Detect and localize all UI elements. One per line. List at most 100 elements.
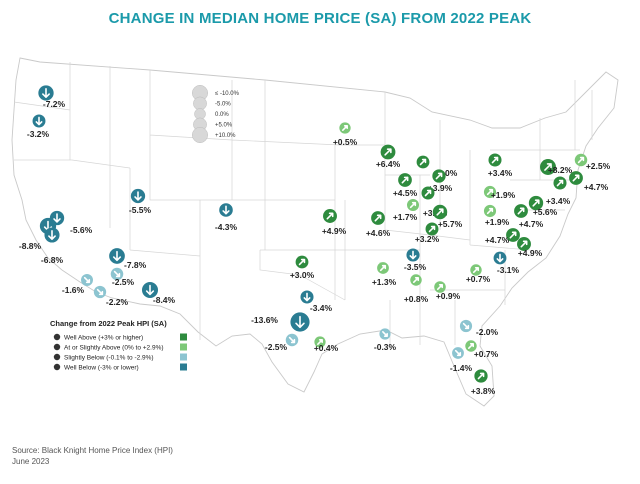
market-value-label: -5.5%: [129, 205, 152, 215]
market-marker: -1.4%: [450, 347, 473, 373]
market-marker: +3.9%: [428, 169, 453, 193]
market-value-label: -6.8%: [41, 255, 64, 265]
market-value-label: +3.4%: [488, 168, 513, 178]
size-legend-circle: [192, 127, 208, 143]
arrow-icon: [48, 230, 56, 240]
arrow-icon: [409, 201, 417, 209]
market-value-label: -7.2%: [43, 99, 66, 109]
arrow-icon: [462, 322, 470, 330]
arrow-icon: [486, 188, 494, 196]
market-value-label: +0.7%: [466, 274, 491, 284]
market-value-label: -3.5%: [404, 262, 427, 272]
market-value-label: +0.5%: [333, 137, 358, 147]
market-value-label: +1.3%: [372, 277, 397, 287]
market-marker: -6.8%: [41, 227, 64, 265]
arrow-icon: [412, 276, 420, 284]
arrow-icon: [473, 267, 479, 273]
size-legend-label: -5.0%: [215, 102, 231, 108]
market-marker: -13.6%: [251, 312, 310, 332]
arrow-icon: [409, 250, 417, 260]
arrow-icon: [572, 174, 580, 182]
legend-item: Slightly Below (-0.1% to -2.9%): [53, 353, 187, 361]
arrow-icon: [428, 225, 436, 233]
market-marker: +4.7%: [569, 171, 609, 192]
market-value-label: +3.2%: [415, 234, 440, 244]
legend-item-label: Slightly Below (-0.1% to -2.9%): [64, 354, 154, 361]
market-value-label: -8.4%: [153, 295, 176, 305]
market-marker: +3.0%: [416, 155, 458, 178]
market-value-label: +5.7%: [438, 219, 463, 229]
arrow-icon: [419, 158, 427, 166]
arrow-icon: [436, 208, 444, 216]
arrow-icon: [468, 343, 474, 349]
market-marker: +3.0%: [290, 255, 315, 280]
market-marker: +1.9%: [483, 185, 516, 200]
market-value-label: +5.6%: [533, 207, 558, 217]
market-value-label: +1.9%: [491, 190, 516, 200]
arrow-icon: [295, 315, 305, 329]
market-marker: +6.4%: [376, 144, 401, 169]
market-value-label: -4.3%: [215, 222, 238, 232]
arrow-icon: [83, 276, 91, 284]
legend-swatch: [180, 353, 187, 361]
market-marker: -3.1%: [493, 251, 520, 275]
market-value-label: -3.1%: [497, 265, 520, 275]
market-value-label: -13.6%: [251, 315, 278, 325]
market-value-label: +3.4%: [546, 196, 571, 206]
source-note: Source: Black Knight Home Price Index (H…: [12, 445, 173, 467]
market-marker: +4.9%: [322, 209, 347, 236]
market-marker: -4.3%: [215, 203, 238, 232]
arrow-icon: [556, 179, 564, 187]
arrow-icon: [544, 163, 552, 171]
arrow-icon: [53, 213, 61, 223]
market-value-label: +4.7%: [485, 235, 510, 245]
market-value-label: -8.8%: [19, 241, 42, 251]
legend-arrow-icon: [53, 363, 61, 371]
market-marker: -1.6%: [62, 274, 93, 295]
market-marker: -3.5%: [404, 248, 427, 272]
market-value-label: +4.7%: [584, 182, 609, 192]
market-marker: +4.5%: [393, 173, 418, 198]
market-marker: -3.4%: [300, 290, 333, 313]
source-line: Source: Black Knight Home Price Index (H…: [12, 446, 173, 455]
legend-item: Well Below (-3% or lower): [53, 363, 187, 371]
market-value-label: +4.9%: [518, 248, 543, 258]
market-markers: -7.2% -3.2% -5.6% -8.8% -6.8% -7.8% -2.5% -1.6%…: [19, 85, 611, 396]
map-title: CHANGE IN MEDIAN HOME PRICE (SA) FROM 20…: [108, 10, 532, 27]
arrow-icon: [496, 253, 504, 263]
market-marker: -7.2%: [38, 85, 66, 109]
market-value-label: +8.2%: [548, 165, 573, 175]
state-lines: [13, 62, 593, 350]
market-marker: +3.4%: [488, 153, 513, 178]
arrow-icon: [288, 336, 296, 344]
arrow-icon: [384, 148, 392, 156]
market-value-label: -1.4%: [450, 363, 473, 373]
market-marker: +4.9%: [517, 237, 543, 258]
arrow-icon: [517, 207, 525, 215]
legend-item-label: At or Slightly Above (0% to +2.9%): [64, 344, 164, 351]
arrow-icon: [424, 189, 432, 197]
market-value-label: -0.3%: [374, 342, 397, 352]
arrow-icon: [454, 349, 462, 357]
market-value-label: -2.5%: [265, 342, 288, 352]
size-legend-label: ≤ -10.0%: [215, 91, 240, 97]
market-marker: +3.2%: [415, 222, 440, 244]
arrow-icon: [35, 116, 43, 126]
market-marker: +1.9%: [483, 204, 510, 227]
market-marker: +5.6%: [528, 195, 558, 217]
market-marker: +4.7%: [514, 204, 544, 229]
legend-item: Well Above (+3% or higher): [53, 333, 187, 341]
market-value-label: -3.4%: [310, 303, 333, 313]
arrow-icon: [486, 207, 494, 215]
market-marker: +4.7%: [485, 228, 520, 245]
market-marker: +8.2%: [540, 159, 573, 175]
arrow-icon: [145, 284, 155, 296]
legend-item-label: Well Below (-3% or lower): [64, 364, 139, 371]
us-outline: [11, 57, 619, 407]
legend-item-label: Well Above (+3% or higher): [64, 334, 143, 341]
market-value-label: +4.7%: [519, 219, 544, 229]
market-marker: +0.5%: [333, 122, 358, 147]
date-line: June 2023: [12, 457, 50, 466]
arrow-icon: [96, 288, 104, 296]
